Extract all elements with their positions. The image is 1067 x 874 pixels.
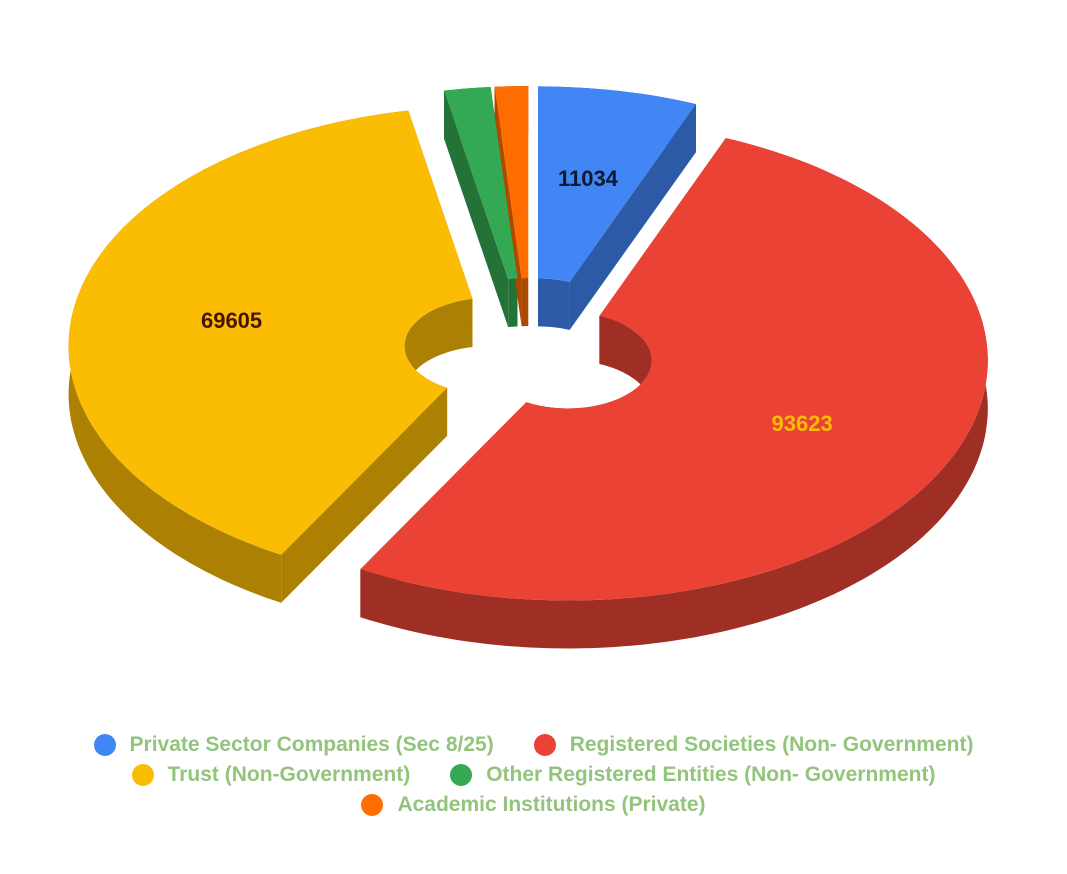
data-label: 69605 <box>201 308 262 333</box>
legend-label: Other Registered Entities (Non- Governme… <box>486 763 936 786</box>
slice <box>68 110 473 555</box>
data-labels: 11034 93623 69605 <box>201 166 833 436</box>
legend-item: Other Registered Entities (Non- Governme… <box>450 763 935 787</box>
slice-cut-face <box>444 90 509 328</box>
chart: 11034 93623 69605 <box>68 86 988 649</box>
legend-item: Academic Institutions (Private) <box>361 793 706 817</box>
legend: Private Sector Companies (Sec 8/25) Regis… <box>30 733 1037 817</box>
legend-swatch <box>450 764 473 786</box>
legend-label: Academic Institutions (Private) <box>397 793 706 816</box>
data-label: 93623 <box>772 411 833 436</box>
slice <box>494 86 529 279</box>
slice-cut-face <box>281 387 448 603</box>
slice-outer-wall <box>360 138 988 649</box>
slice <box>444 87 518 280</box>
legend-swatch <box>93 734 116 756</box>
slice-inner-wall <box>521 278 529 327</box>
data-label: 11034 <box>558 166 619 191</box>
slice-tops <box>68 86 988 601</box>
legend-label: Trust (Non-Government) <box>167 763 411 786</box>
legend-item: Private Sector Companies (Sec 8/25) <box>93 733 494 757</box>
slice-cut-face <box>569 104 696 330</box>
legend-swatch <box>131 764 154 786</box>
legend-item: Registered Societies (Non- Government) <box>533 733 974 757</box>
legend-swatch <box>533 734 556 756</box>
legend-label: Private Sector Companies (Sec 8/25) <box>129 733 494 756</box>
legend-swatch <box>361 794 384 816</box>
legend-label: Registered Societies (Non- Government) <box>569 733 974 756</box>
slice <box>538 86 696 283</box>
legend-item: Trust (Non-Government) <box>131 763 411 787</box>
slice <box>360 138 988 601</box>
slice-inner-wall <box>538 278 570 330</box>
